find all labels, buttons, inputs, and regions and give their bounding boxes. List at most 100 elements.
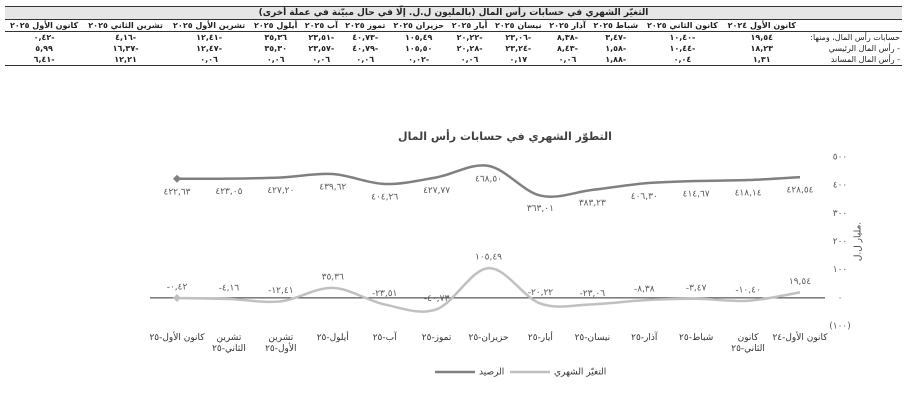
x-tick-label: تشرين الأول-٢٥ xyxy=(265,333,297,354)
table-block: التغيّر الشهري في حسابات رأس المال (بالم… xyxy=(5,6,902,66)
column-header: آب ٢٠٢٥ xyxy=(301,19,342,32)
cell: -١٦,٣٧ xyxy=(112,44,139,53)
cell: -٢٣,٢٤ xyxy=(505,44,532,53)
cell: ٠,٠٦ xyxy=(448,54,491,66)
end-marker xyxy=(173,174,181,183)
data-label: -١٠,٤٠ xyxy=(735,285,760,295)
column-header: شباط ٢٠٢٥ xyxy=(589,19,643,32)
series-line xyxy=(176,164,801,198)
x-tick-label: شباط-٢٥ xyxy=(679,333,714,343)
data-label: ٣٥,٣٦ xyxy=(322,272,344,282)
cell: ٠,١٧ xyxy=(491,54,546,66)
data-label: ٤٢٨,٥٤ xyxy=(786,186,813,196)
data-label: -٤٠,٧٣ xyxy=(424,294,450,304)
data-label: ٤١٤,٦٧ xyxy=(683,190,710,200)
row-label: حسابات رأس المال، ومنها: xyxy=(810,33,900,42)
x-tick-label: تموز-٢٥ xyxy=(421,333,452,343)
data-label: ٤٦٨,٥٠ xyxy=(475,174,502,184)
cell: ١,٣١ xyxy=(722,54,801,66)
column-header: كانون الثاني ٢٠٢٥ xyxy=(642,19,723,32)
cell: ٠,٠٦ xyxy=(545,54,590,66)
cell: ١٨,٢٣ xyxy=(750,44,774,53)
column-header: حزيران ٢٠٢٥ xyxy=(389,19,449,32)
cell: ٣٥,٣٦ xyxy=(264,33,287,42)
data-label: ٣٨٣,٢٣ xyxy=(579,198,606,208)
data-label: -٨,٣٨ xyxy=(634,285,655,295)
column-header: كانون الأول ٢٠٢٥ xyxy=(5,19,84,32)
cell: -٢٣,٠٦ xyxy=(505,33,532,42)
cell: -٨,٣٨ xyxy=(556,33,578,42)
header-row: كانون الأول ٢٠٢٤ كانون الثاني ٢٠٢٥ شباط ٢٠… xyxy=(5,19,902,32)
y-tick-label: ٠ xyxy=(838,293,843,303)
end-marker xyxy=(173,293,181,302)
cell: -٣,٤٧ xyxy=(605,33,627,42)
data-label: -٢٣,٠٦ xyxy=(580,289,606,299)
data-label: ١٩,٥٤ xyxy=(789,277,811,287)
data-label: -٤,١٦ xyxy=(219,284,240,294)
data-label: -٣,٤٧ xyxy=(686,283,707,293)
corner-cell xyxy=(800,19,902,32)
cell: -١,٨٨ xyxy=(589,54,643,66)
cell: ٠,٠٦ xyxy=(168,54,251,66)
cell: -٤٠,٧٩ xyxy=(352,44,379,53)
cell: ٠,٠٦ xyxy=(250,54,302,66)
data-label: ٤٣٩,٦٢ xyxy=(319,183,346,193)
data-label: -١٢,٤١ xyxy=(268,286,293,296)
legend-label: الرصيد xyxy=(479,368,504,378)
x-tick-label: آب-٢٥ xyxy=(372,333,397,343)
data-label: ٤٠٤,٢٦ xyxy=(371,192,398,202)
y-axis-label: مليار ل.ل. xyxy=(854,222,864,261)
cell: -١٠,٤٠ xyxy=(669,33,696,42)
data-label: ١٠٥,٤٩ xyxy=(475,253,502,263)
cell: ٥,٩٩ xyxy=(35,44,53,53)
x-tick-label: أيلول-٢٥ xyxy=(316,333,349,343)
table-title: التغيّر الشهري في حسابات رأس المال (بالم… xyxy=(5,6,902,20)
series-line xyxy=(176,266,801,313)
data-table: التغيّر الشهري في حسابات رأس المال (بالم… xyxy=(5,6,902,66)
legend-label: التغيّر الشهري xyxy=(554,367,606,377)
cell: ٠,٠٤ xyxy=(642,54,723,66)
y-tick-label: ٥٠٠ xyxy=(833,153,848,163)
y-tick-label: ٤٠٠ xyxy=(833,181,848,191)
cell: -١٢,٤١ xyxy=(196,33,223,42)
cell: -٨,٤٣ xyxy=(556,44,578,53)
x-tick-label: تشرين الثاني-٢٥ xyxy=(212,333,246,354)
table-row: - رأس المال المساند ١,٣١ ٠,٠٤ -١,٨٨ ٠,٠٦ ٠,١٧… xyxy=(5,54,902,66)
column-header: أيلول ٢٠٢٥ xyxy=(250,19,302,32)
data-label: ٣٦٣,٠١ xyxy=(527,204,554,214)
column-header: آذار ٢٠٢٥ xyxy=(545,19,590,32)
table-row: حسابات رأس المال، ومنها: ١٩,٥٤ -١٠,٤٠ -٣,٤٧… xyxy=(5,32,902,44)
column-header: تشرين الثاني ٢٠٢٥ xyxy=(83,19,168,32)
data-label: ٤٢٢,٦٣ xyxy=(163,187,190,197)
title-row: التغيّر الشهري في حسابات رأس المال (بالم… xyxy=(5,6,902,20)
cell: -٦,٤١ xyxy=(5,54,84,66)
cell: -١٠,٤٤ xyxy=(669,44,696,53)
data-label: ٤٢٧,٧٧ xyxy=(423,186,450,196)
x-tick-label: حزيران-٢٥ xyxy=(468,333,509,343)
chart-title: التطوّر الشهري في حسابات رأس المال xyxy=(398,129,612,143)
column-header: أيار ٢٠٢٥ xyxy=(448,19,491,32)
row-label: - رأس المال الرئيسي xyxy=(828,44,900,53)
x-tick-label: نيسان-٢٥ xyxy=(574,333,611,343)
cell: ٣٥,٣٠ xyxy=(264,44,287,53)
data-label: -٢٠,٢٢ xyxy=(528,288,554,298)
x-tick-label: كانون الأول-٢٥ xyxy=(149,333,205,343)
x-tick-label: كانون الأول-٢٤ xyxy=(772,333,828,343)
column-header: نيسان ٢٠٢٥ xyxy=(491,19,546,32)
cell: -١,٥٨ xyxy=(605,44,627,53)
x-tick-label: كانون الثاني-٢٥ xyxy=(731,333,765,354)
y-tick-label: ١٠٠ xyxy=(833,265,848,275)
cell: ١٠٥,٥٠ xyxy=(404,44,433,53)
y-tick-label: ٢٠٠ xyxy=(833,237,848,247)
cell: ١٠٥,٤٩ xyxy=(404,33,433,42)
row-label: - رأس المال المساند xyxy=(800,54,902,66)
x-tick-label: آذار-٢٥ xyxy=(631,333,658,343)
cell: -١٢,٤٧ xyxy=(196,44,223,53)
column-header: تشرين الأول ٢٠٢٥ xyxy=(168,19,251,32)
cell: -٢٠,٢٢ xyxy=(456,33,483,42)
cell: -٢٣,٥٧ xyxy=(308,44,335,53)
cell: -٠,٠٢ xyxy=(389,54,449,66)
column-header: كانون الأول ٢٠٢٤ xyxy=(722,19,801,32)
